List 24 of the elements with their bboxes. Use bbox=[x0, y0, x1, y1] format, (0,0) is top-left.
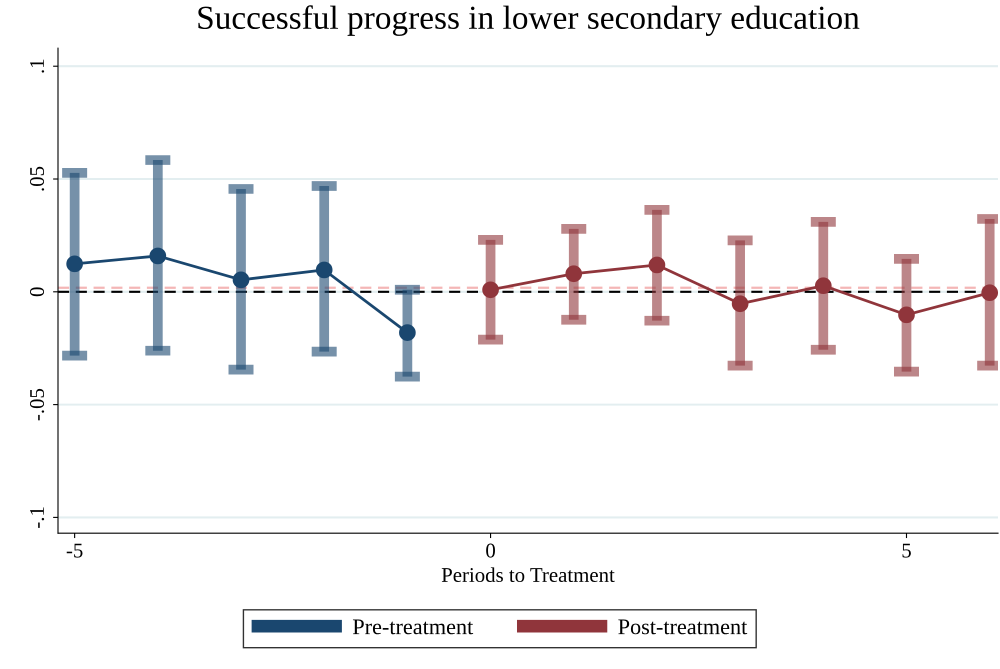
point bbox=[316, 262, 333, 278]
point bbox=[149, 248, 166, 264]
chart-title: Successful progress in lower secondary education bbox=[198, 5, 860, 36]
point bbox=[981, 284, 998, 302]
y-tick-label: -.05 bbox=[30, 388, 44, 420]
point bbox=[232, 272, 250, 288]
x-tick-label: -5 bbox=[66, 544, 82, 558]
point bbox=[732, 295, 748, 312]
legend-label: Post-treatment bbox=[618, 620, 748, 634]
point bbox=[898, 306, 915, 324]
point bbox=[648, 256, 666, 274]
x-tick-label: 0 bbox=[486, 544, 495, 558]
x-tick-label: 5 bbox=[902, 544, 911, 558]
y-tick-label: 0 bbox=[30, 287, 44, 296]
y-tick-label: -.1 bbox=[30, 507, 44, 528]
y-tick-label: .1 bbox=[30, 60, 44, 73]
x-axis-title: Periods to Treatment bbox=[442, 567, 615, 582]
point bbox=[814, 277, 832, 294]
y-tick-label: .05 bbox=[30, 166, 44, 191]
point bbox=[482, 281, 499, 298]
point bbox=[565, 265, 582, 282]
point bbox=[66, 256, 83, 272]
point bbox=[399, 324, 416, 341]
legend-label: Pre-treatment bbox=[352, 620, 474, 634]
